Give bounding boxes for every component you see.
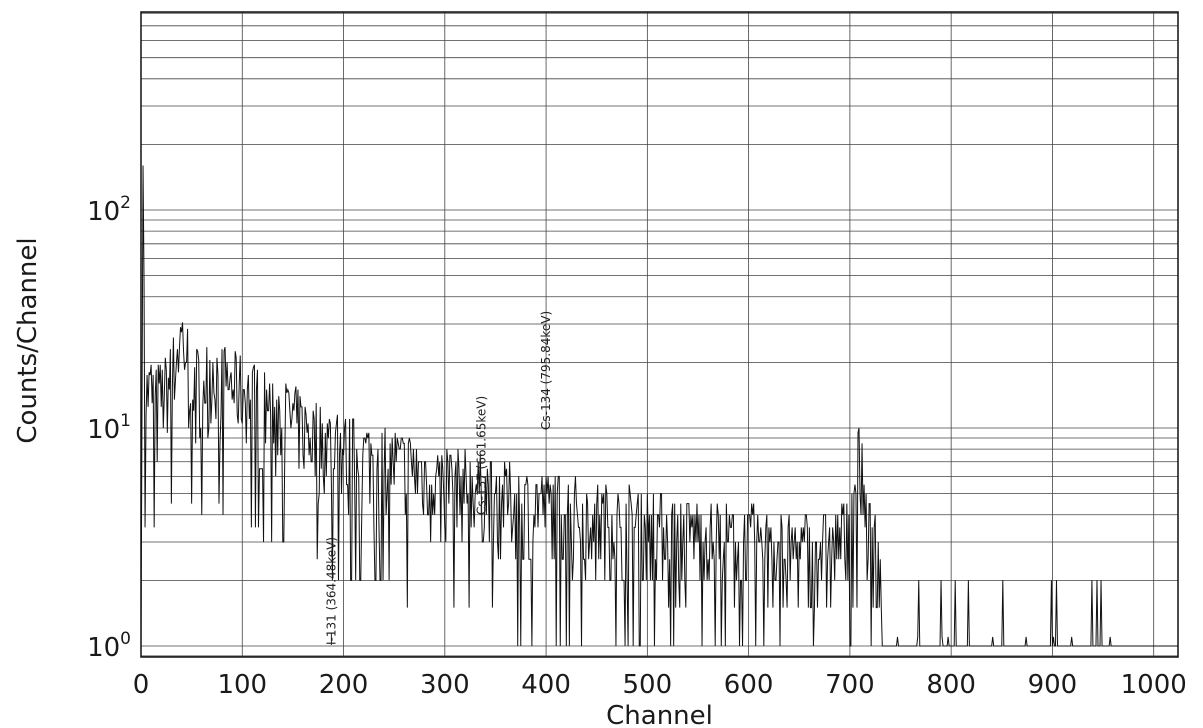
x-tick-labels: 0 100 200 300 400 500 600 700 800 900 1000 — [133, 670, 1187, 700]
peak-annotations: I-131 (364.48keV) Cs-137 (661.65keV) Cs-13… — [324, 311, 553, 645]
peak-annotation-label: I-131 (364.48keV) — [324, 537, 338, 645]
x-tick-label: 700 — [825, 670, 875, 700]
x-tick-label: 800 — [926, 670, 976, 700]
plot-area — [140, 165, 1178, 647]
peak-annotation-label: Cs-134 (795.84keV) — [539, 311, 553, 430]
plot-frame — [140, 11, 1179, 658]
x-tick-label: 1000 — [1121, 670, 1187, 700]
y-tick-label: 102 — [87, 193, 131, 227]
x-axis-label: Channel — [606, 701, 713, 728]
y-tick-label: 101 — [87, 411, 131, 445]
x-tick-label: 500 — [623, 670, 673, 700]
x-tick-label: 300 — [420, 670, 470, 700]
x-tick-label: 600 — [724, 670, 774, 700]
grid-lines — [140, 12, 1178, 657]
y-tick-labels: 100 101 102 — [87, 193, 131, 663]
x-tick-label: 900 — [1028, 670, 1078, 700]
y-tick-label: 100 — [87, 629, 131, 663]
y-axis-label: Counts/Channel — [13, 237, 43, 443]
x-tick-label: 0 — [133, 670, 150, 700]
peak-annotation-label: Cs-137 (661.65keV) — [474, 396, 488, 515]
x-tick-label: 400 — [521, 670, 571, 700]
x-tick-label: 100 — [217, 670, 267, 700]
x-tick-label: 200 — [319, 670, 369, 700]
spectrum-series-line — [140, 165, 1178, 647]
